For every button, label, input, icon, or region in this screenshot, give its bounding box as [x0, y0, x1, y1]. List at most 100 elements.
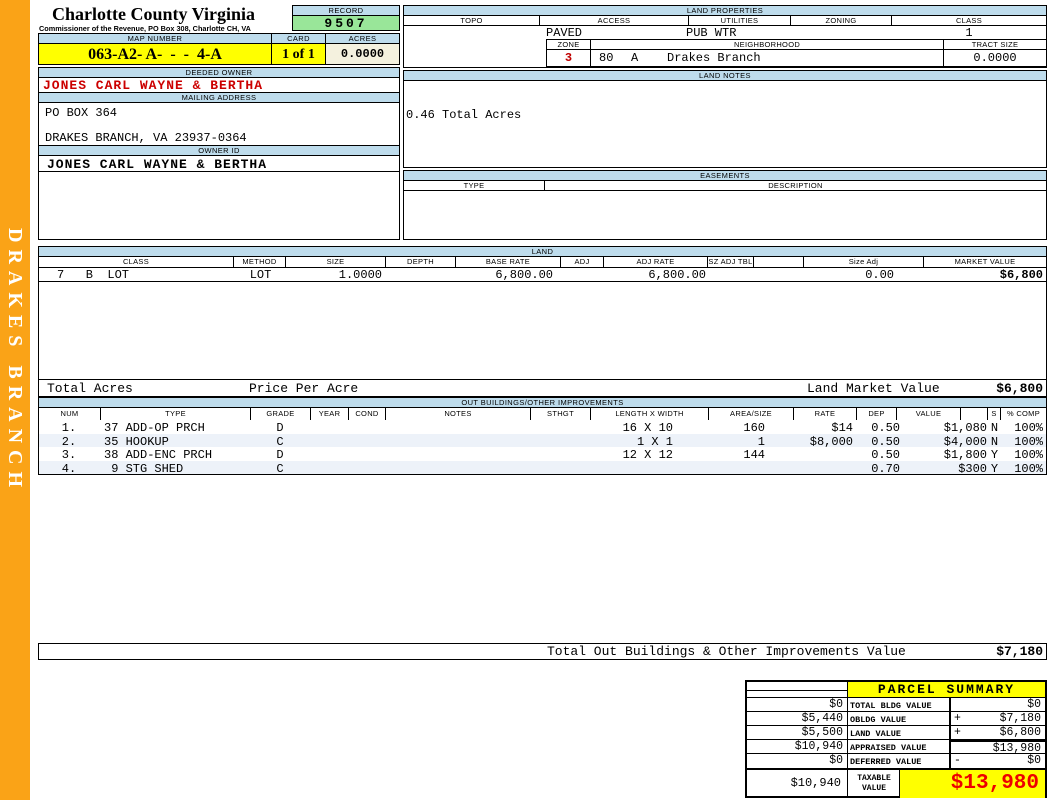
ob-row-s: Y: [990, 448, 999, 462]
zone-value-cell: 3: [546, 49, 591, 67]
zone-value: 3: [564, 51, 573, 65]
ob-rate-label: RATE: [793, 407, 857, 421]
ob-row-pct-comp: 100%: [1014, 421, 1043, 435]
ob-pct-comp-label: % COMP: [1000, 407, 1047, 421]
parcel-summary: PARCEL SUMMARY $0 TOTAL BLDG VALUE $0 $5…: [745, 680, 1047, 798]
ps-value-cell: + $6,800: [949, 726, 1045, 740]
ps-taxable-label-cell: TAXABLE VALUE: [848, 770, 900, 798]
ob-row-area: 1: [757, 435, 765, 449]
ob-total-value: $7,180: [996, 644, 1043, 659]
ps-prior-cell: $0: [747, 698, 848, 712]
ob-cond-label: COND: [348, 407, 386, 421]
card-value: 1 of 1: [282, 47, 315, 62]
neighborhood-letter: A: [631, 51, 639, 65]
ob-row-area: 144: [743, 448, 765, 462]
ob-row-length-width: 16 X 10: [622, 421, 673, 435]
record-value: 9507: [324, 16, 368, 31]
class-value: 1: [965, 26, 973, 40]
land-row-market-value: $6,800: [999, 268, 1043, 282]
ps-label-cell: TOTAL BLDG VALUE: [848, 698, 949, 712]
ps-taxable-prior: $10,940: [790, 776, 841, 790]
ps-value: $0: [1027, 698, 1041, 711]
utilities-value: PUB WTR: [686, 26, 737, 40]
ps-prior-value: $5,500: [801, 726, 843, 739]
ps-sign: +: [954, 712, 961, 725]
land-row-adj-rate: 6,800.00: [648, 268, 706, 282]
ps-label-cell: LAND VALUE: [848, 726, 949, 740]
ps-label-cell: DEFERRED VALUE: [848, 754, 949, 768]
ps-taxable-value-cell: $13,980: [900, 770, 1045, 798]
ob-area-size-label: AREA/SIZE: [708, 407, 794, 421]
ob-sthgt-label: STHGT: [530, 407, 591, 421]
tract-size-value: 0.0000: [973, 51, 1017, 65]
owner-id-cell: JONES CARL WAYNE & BERTHA: [38, 155, 400, 172]
land-row-size-adj: 0.00: [865, 268, 894, 282]
tract-size-value-cell: 0.0000: [943, 49, 1047, 67]
neighborhood-code: 80: [599, 51, 614, 65]
ps-taxable-label-line2: VALUE: [861, 784, 886, 793]
land-row-class: 7 B LOT: [57, 268, 130, 282]
land-row: 7 B LOT LOT 1.0000 6,800.00 6,800.00 0.0…: [38, 267, 1047, 282]
access-value: PAVED: [546, 26, 583, 40]
land-notes-box: 0.46 Total Acres: [403, 80, 1047, 168]
ob-row-s: Y: [990, 462, 999, 476]
ps-title-cell: PARCEL SUMMARY: [848, 682, 1045, 698]
ps-value-cell: + $7,180: [949, 712, 1045, 726]
deeded-owner-value: JONES CARL WAYNE & BERTHA: [43, 78, 264, 93]
ob-value-label: VALUE: [896, 407, 961, 421]
ob-row-grade: C: [276, 435, 284, 449]
county-title: Charlotte County Virginia: [52, 4, 256, 24]
ps-label: TOTAL BLDG VALUE: [850, 701, 932, 711]
land-market-value-total: $6,800: [996, 381, 1043, 396]
acres-value-cell: 0.0000: [325, 43, 400, 65]
ob-row-type: 35 HOOKUP: [104, 435, 169, 449]
ob-blank-header: [960, 407, 988, 421]
ps-value-cell: $13,980: [949, 740, 1045, 755]
mailing-address-cell: PO BOX 364 DRAKES BRANCH, VA 23937-0364: [38, 102, 400, 146]
ob-row: [38, 461, 1047, 475]
ob-length-width-label: LENGTH X WIDTH: [590, 407, 709, 421]
land-row-size: 1.0000: [338, 268, 382, 282]
ps-label: OBLDG VALUE: [850, 715, 907, 725]
ob-row-length-width: 12 X 12: [622, 448, 673, 462]
land-note: 0.46 Total Acres: [406, 108, 522, 122]
ob-row-grade: C: [276, 462, 284, 476]
ob-total-row: Total Out Buildings & Other Improvements…: [38, 643, 1047, 660]
ps-prior-value: $0: [829, 754, 843, 767]
ps-title: PARCEL SUMMARY: [877, 682, 1016, 697]
ob-s-label: S: [987, 407, 1001, 421]
ps-taxable-prior-cell: $10,940: [747, 770, 848, 798]
ps-taxable-label-line1: TAXABLE: [857, 774, 891, 783]
ob-row-type: 37 ADD-OP PRCH: [104, 421, 205, 435]
ob-type-label: TYPE: [100, 407, 251, 421]
land-empty-area: [38, 281, 1047, 379]
map-number-value: 063-A2- A- - - 4-A: [88, 46, 222, 63]
ps-value-cell: $0: [949, 698, 1045, 712]
ob-row-value: $300: [958, 462, 987, 476]
ob-grade-label: GRADE: [250, 407, 311, 421]
card-value-cell: 1 of 1: [271, 43, 326, 65]
ps-prior-value: $10,940: [794, 740, 843, 753]
ob-row-num: 2.: [61, 435, 77, 449]
land-row-base-rate: 6,800.00: [495, 268, 553, 282]
ps-header-left-cell: [747, 682, 848, 698]
district-vertical-label: DRAKES BRANCH: [4, 228, 26, 495]
neighborhood-value-cell: 80 A Drakes Branch: [590, 49, 944, 67]
ps-prior-value: $0: [829, 698, 843, 711]
ob-row-pct-comp: 100%: [1014, 448, 1043, 462]
ob-row-num: 1.: [61, 421, 77, 435]
ps-value-cell: - $0: [949, 754, 1045, 768]
ps-value: $0: [1027, 754, 1041, 767]
owner-empty-box: [38, 171, 400, 240]
ps-sign: -: [954, 754, 961, 767]
ps-value: $13,980: [992, 742, 1041, 755]
deeded-owner-cell: JONES CARL WAYNE & BERTHA: [38, 77, 400, 93]
ob-row-rate: $14: [831, 421, 853, 435]
ob-row-rate: $8,000: [809, 435, 853, 449]
ps-value: $7,180: [999, 712, 1041, 725]
ps-prior-cell: $10,940: [747, 740, 848, 754]
ps-sign: +: [954, 726, 961, 739]
ob-dep-label: DEP: [856, 407, 897, 421]
ps-value: $6,800: [999, 726, 1041, 739]
